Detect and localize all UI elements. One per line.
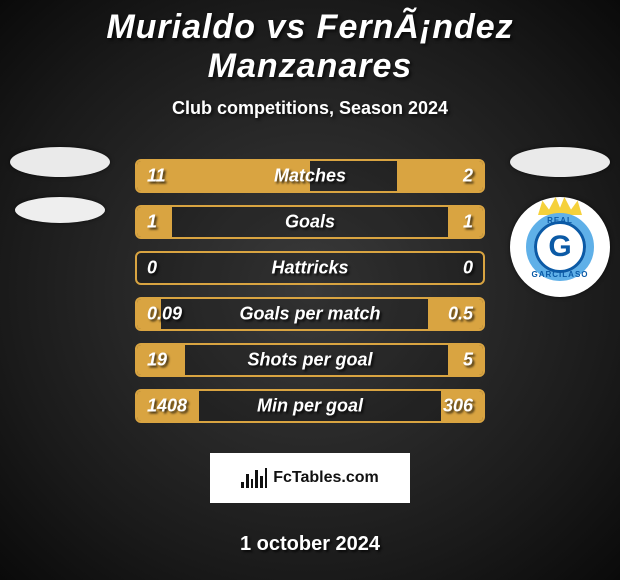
left-value: 1 (147, 212, 157, 233)
avatar-placeholder-icon (510, 147, 610, 177)
club-placeholder-icon (15, 197, 105, 223)
club-crest: REAL G GARCILASO (510, 197, 610, 297)
left-value: 19 (147, 350, 167, 371)
stat-row: 0.09 Goals per match 0.5 (135, 297, 485, 331)
left-value: 0 (147, 258, 157, 279)
bar-chart-icon (241, 468, 267, 488)
page-title: Murialdo vs FernÃ¡ndez Manzanares (0, 8, 620, 86)
stat-row: 1 Goals 1 (135, 205, 485, 239)
stat-row: 19 Shots per goal 5 (135, 343, 485, 377)
comparison-card: Murialdo vs FernÃ¡ndez Manzanares Club c… (0, 0, 620, 556)
right-player-avatars: REAL G GARCILASO (510, 147, 610, 297)
crest-letter: G (548, 230, 571, 264)
stat-row: 0 Hattricks 0 (135, 251, 485, 285)
left-player-avatars (10, 147, 110, 223)
watermark: FcTables.com (210, 453, 410, 503)
right-value: 1 (463, 212, 473, 233)
stat-label: Hattricks (271, 258, 348, 279)
right-value: 0.5 (448, 304, 473, 325)
stat-label: Goals (285, 212, 335, 233)
stat-label: Matches (274, 166, 346, 187)
watermark-text: FcTables.com (273, 469, 379, 487)
stat-row: 1408 Min per goal 306 (135, 389, 485, 423)
right-value: 0 (463, 258, 473, 279)
left-value: 11 (147, 166, 166, 187)
footer-date: 1 october 2024 (240, 533, 380, 556)
crest-text-bottom: GARCILASO (532, 270, 589, 279)
stat-label: Shots per goal (247, 350, 372, 371)
stat-label: Min per goal (257, 396, 363, 417)
avatar-placeholder-icon (10, 147, 110, 177)
stat-row: 11 Matches 2 (135, 159, 485, 193)
comparison-chart: REAL G GARCILASO 11 Matches 2 1 Goals 1 0 Hattr… (0, 159, 620, 556)
subtitle: Club competitions, Season 2024 (0, 98, 620, 119)
right-value: 2 (463, 166, 473, 187)
right-value: 306 (443, 396, 473, 417)
crest-icon: REAL G GARCILASO (520, 207, 600, 287)
left-value: 1408 (147, 396, 187, 417)
stat-label: Goals per match (239, 304, 380, 325)
left-value: 0.09 (147, 304, 182, 325)
right-value: 5 (463, 350, 473, 371)
